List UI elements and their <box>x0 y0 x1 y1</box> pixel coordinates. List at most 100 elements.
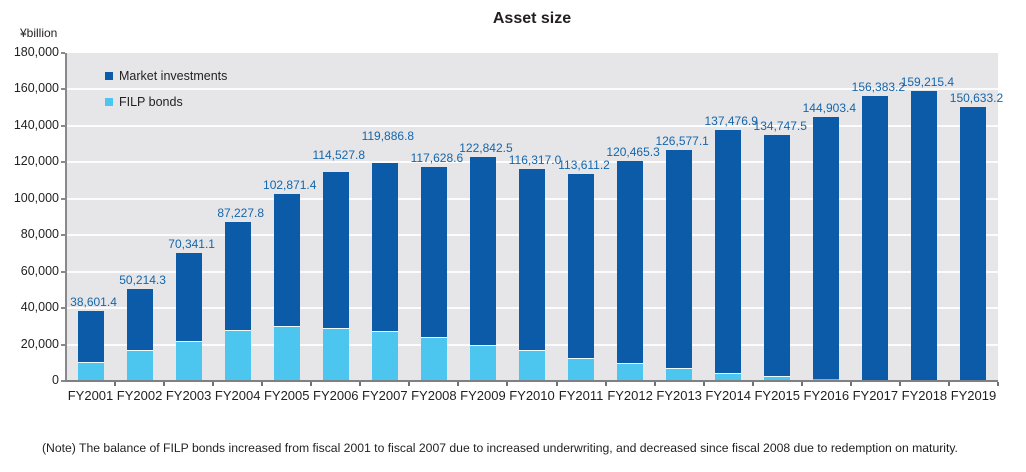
x-tick <box>261 382 264 386</box>
bar <box>469 157 496 381</box>
x-axis-label: FY2008 <box>411 388 457 403</box>
bar-segment-market <box>175 252 202 341</box>
x-axis-label: FY2004 <box>214 388 261 403</box>
filp-bonds-swatch-icon <box>105 97 113 106</box>
bar-segment-market <box>77 310 104 362</box>
bar-segment-filp <box>519 350 545 381</box>
bar-segment-market <box>764 135 791 377</box>
y-axis-label: 160,000 <box>13 81 59 96</box>
bar-segment-market <box>273 193 300 326</box>
market-investments-swatch-icon <box>105 71 113 80</box>
legend-item-filp-bonds: FILP bonds <box>105 94 227 109</box>
x-tick <box>359 382 362 386</box>
bar <box>568 173 595 381</box>
x-axis-label: FY2011 <box>558 388 604 403</box>
x-tick <box>997 382 999 386</box>
bar-segment-filp <box>715 373 742 381</box>
y-tick <box>61 380 65 382</box>
legend-label: Market investments <box>119 68 228 83</box>
bar-value-label: 137,476.9 <box>704 114 758 129</box>
y-axis-label: 140,000 <box>13 117 59 132</box>
bar <box>911 90 938 381</box>
x-axis-label: FY2016 <box>803 388 850 403</box>
bar-value-label: 120,465.3 <box>606 145 660 160</box>
bar <box>322 172 349 381</box>
bar-segment-market <box>862 96 889 381</box>
x-tick <box>604 382 607 386</box>
y-axis-unit-label: ¥billion <box>20 26 58 40</box>
bar-value-label: 126,577.1 <box>655 134 709 149</box>
footnote: (Note) The balance of FILP bonds increas… <box>42 441 958 455</box>
x-tick <box>751 382 754 386</box>
bar <box>126 289 153 381</box>
x-tick <box>898 382 901 386</box>
y-axis-label: 60,000 <box>20 263 59 278</box>
x-axis-label: FY2003 <box>165 388 212 403</box>
bar-segment-filp <box>420 336 447 381</box>
y-axis-label: 20,000 <box>20 336 59 351</box>
bar-value-label: 119,886.8 <box>361 128 415 143</box>
y-axis-label: 180,000 <box>13 45 59 59</box>
x-axis-label: FY2018 <box>901 388 948 403</box>
bar-segment-filp <box>126 350 153 381</box>
bar <box>224 222 251 381</box>
x-tick <box>212 382 215 386</box>
x-tick <box>506 382 509 386</box>
gridline <box>66 88 998 91</box>
bar-segment-filp <box>371 330 398 381</box>
x-axis-label: FY2019 <box>950 388 997 403</box>
x-axis-label: FY2013 <box>656 388 702 403</box>
bar-segment-market <box>224 222 251 331</box>
bar-value-label: 113,611.2 <box>558 157 610 172</box>
bar-segment-market <box>715 130 742 374</box>
bar <box>862 96 889 381</box>
x-axis-label: FY2007 <box>362 388 408 403</box>
y-axis-label: 100,000 <box>13 190 59 205</box>
bar-segment-market <box>617 161 644 363</box>
x-tick <box>947 382 950 386</box>
y-axis-label: 80,000 <box>20 227 59 242</box>
bar-segment-market <box>420 166 447 337</box>
bar-value-label: 117,628.6 <box>410 150 464 165</box>
bar <box>77 310 104 381</box>
x-axis-label: FY2006 <box>313 388 359 403</box>
bar <box>371 162 398 381</box>
x-tick <box>555 382 558 386</box>
bar-value-label: 159,215.4 <box>900 74 955 89</box>
y-axis-label: 0 <box>52 373 59 387</box>
x-tick <box>163 382 166 386</box>
x-tick <box>653 382 656 386</box>
legend-label: FILP bonds <box>119 94 183 109</box>
x-tick <box>408 382 411 386</box>
bar <box>273 193 300 381</box>
y-axis-line <box>65 53 67 382</box>
x-tick <box>310 382 313 386</box>
bar-segment-market <box>322 172 349 329</box>
bar <box>175 252 202 381</box>
bar-value-label: 102,871.4 <box>263 177 317 192</box>
bar-value-label: 38,601.4 <box>70 294 117 309</box>
bar-value-label: 122,842.5 <box>459 141 513 156</box>
x-tick <box>702 382 705 386</box>
x-axis-label: FY2014 <box>705 388 751 403</box>
bar <box>420 166 447 381</box>
bar-segment-filp <box>273 325 300 381</box>
bar-segment-filp <box>568 358 595 381</box>
bar <box>519 169 545 381</box>
bar <box>666 150 693 381</box>
x-tick <box>457 382 460 386</box>
bar-segment-market <box>519 169 545 350</box>
chart-legend: Market investments FILP bonds <box>105 68 227 120</box>
x-tick <box>800 382 803 386</box>
bar <box>764 135 791 381</box>
y-tick <box>61 234 65 237</box>
gridline <box>66 124 998 127</box>
bar-value-label: 70,341.1 <box>168 236 215 251</box>
y-axis-label: 120,000 <box>13 154 59 169</box>
plot-area: 38,601.4 50,214.3 70,341.1 87,227.8 102,871.… <box>66 53 1003 381</box>
x-axis-label: FY2012 <box>607 388 653 403</box>
x-axis-label: FY2001 <box>67 388 114 403</box>
bar <box>960 106 987 381</box>
bar-segment-filp <box>175 340 202 381</box>
